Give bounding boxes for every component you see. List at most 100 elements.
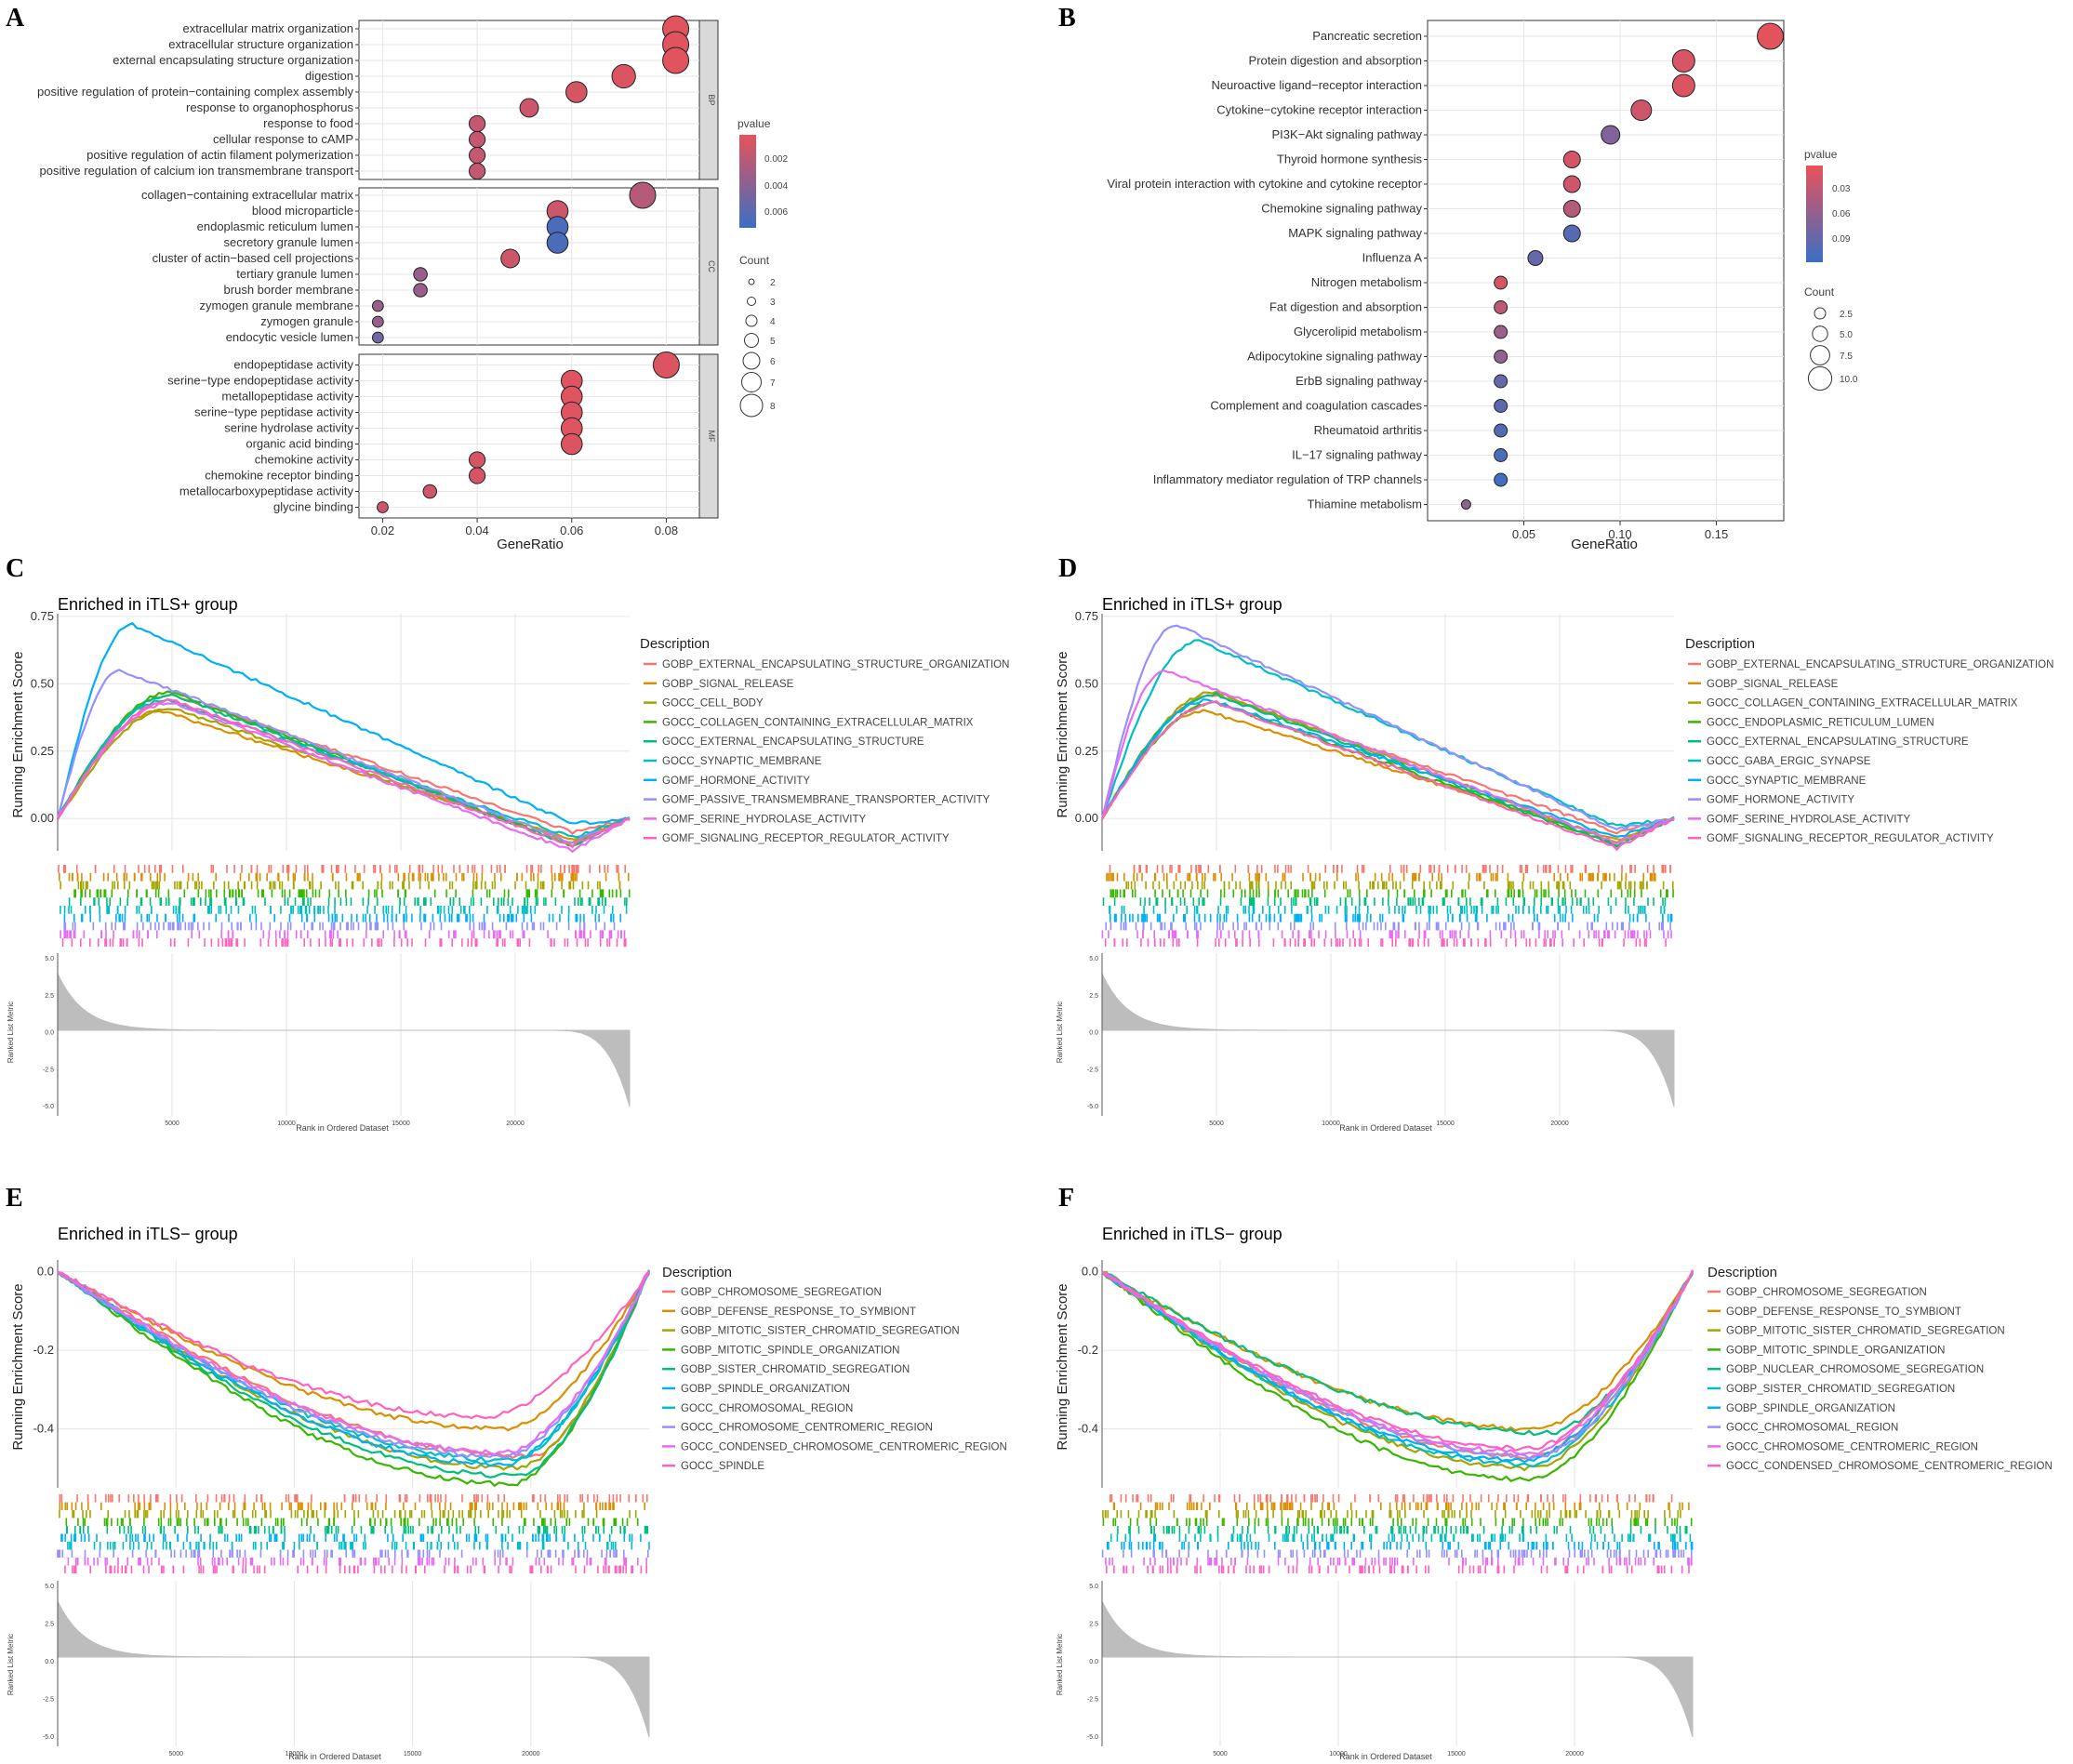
rank-y-tick-label: 5.0 <box>1089 956 1098 962</box>
dot <box>468 114 486 133</box>
term-label: endoplasmic reticulum lumen <box>197 219 353 233</box>
panel-a-count-tick: 5 <box>770 337 776 347</box>
dot <box>377 501 389 513</box>
term-label: positive regulation of actin filament po… <box>86 148 353 162</box>
count-legend-circle <box>747 297 756 306</box>
legend-label: GOCC_EXTERNAL_ENCAPSULATING_STRUCTURE <box>1707 736 1969 748</box>
y-tick-label: 0.00 <box>1075 811 1098 825</box>
facet-strip <box>698 187 719 346</box>
rank-y-tick-label: -5.0 <box>43 1734 54 1741</box>
es-curve <box>57 1270 650 1464</box>
panel-a-legend-pvalue-title: pvalue <box>738 117 771 130</box>
rank-x-tick-label: 20000 <box>1550 1121 1569 1127</box>
es-curve <box>1101 1270 1694 1455</box>
panel-b-plot-area <box>1427 20 1785 522</box>
dot <box>1494 300 1508 314</box>
legend-label: GOBP_SPINDLE_ORGANIZATION <box>681 1384 850 1395</box>
ranked-metric-area <box>1101 973 1675 1107</box>
count-legend-circle <box>1807 365 1833 391</box>
legend-label: GOCC_CELL_BODY <box>662 698 764 710</box>
y-tick-label: 0.00 <box>31 811 54 825</box>
dot <box>1601 125 1621 145</box>
term-label: Complement and coagulation cascades <box>1210 399 1422 413</box>
dot <box>565 81 588 103</box>
es-curve <box>1101 700 1675 852</box>
rank-x-tick-label: 5000 <box>1213 1751 1228 1757</box>
y-tick-label: -0.2 <box>1078 1343 1098 1357</box>
y-tick-label: 0.50 <box>31 676 54 690</box>
term-label: zymogen granule <box>260 314 353 328</box>
legend-label: GOCC_COLLAGEN_CONTAINING_EXTRACELLULAR_M… <box>662 717 974 728</box>
term-label: Fat digestion and absorption <box>1269 300 1422 314</box>
rank-y-tick-label: -2.5 <box>43 1067 54 1073</box>
rank-y-tick-label: 0.0 <box>1089 1030 1098 1037</box>
es-curve <box>57 1270 650 1471</box>
term-label: glycine binding <box>273 500 353 514</box>
x-tick-label: 0.06 <box>560 524 583 537</box>
count-legend-circle <box>741 372 762 392</box>
legend-label: GOBP_SIGNAL_RELEASE <box>662 679 794 690</box>
term-label: Neuroactive ligand−receptor interaction <box>1211 78 1422 92</box>
rank-y-tick-label: 2.5 <box>45 1622 54 1628</box>
y-tick-label: 0.0 <box>37 1265 54 1279</box>
legend-label: GOBP_SISTER_CHROMATID_SEGREGATION <box>1726 1384 1955 1395</box>
count-legend-circle <box>1812 325 1828 342</box>
panel-label-e: E <box>6 1184 23 1213</box>
legend-label: GOCC_CHROMOSOMAL_REGION <box>681 1403 853 1414</box>
facet-strip-label: CC <box>707 260 716 272</box>
dot <box>1494 350 1508 364</box>
dot <box>611 63 636 89</box>
term-label: digestion <box>305 69 353 83</box>
dot <box>629 181 657 209</box>
dot <box>371 315 384 328</box>
term-label: collagen−containing extracellular matrix <box>141 188 353 202</box>
term-label: Protein digestion and absorption <box>1249 54 1422 68</box>
dot <box>413 283 428 298</box>
legend-label: GOBP_EXTERNAL_ENCAPSULATING_STRUCTURE_OR… <box>662 659 1009 670</box>
legend-label: GOBP_MITOTIC_SPINDLE_ORGANIZATION <box>681 1345 899 1356</box>
panel-b-legend-p-tick: 0.09 <box>1832 234 1851 245</box>
count-legend-circle <box>1810 345 1830 365</box>
term-label: Adipocytokine signaling pathway <box>1247 350 1422 364</box>
legend-label: GOCC_SYNAPTIC_MEMBRANE <box>662 756 822 767</box>
es-curve <box>1100 669 1675 845</box>
term-label: Influenza A <box>1362 251 1423 265</box>
panel-a-count-tick: 6 <box>770 357 776 367</box>
panel-b-count-tick: 2.5 <box>1840 310 1853 320</box>
rank-panel <box>1102 953 1674 1116</box>
es-curve <box>1100 624 1675 831</box>
dot <box>468 162 486 180</box>
rank-panel <box>1102 1581 1693 1746</box>
y-tick-label: 0.25 <box>31 744 54 758</box>
es-curve <box>57 1269 651 1479</box>
term-label: endopeptidase activity <box>233 358 353 372</box>
panel-a-legend-p-tick: 0.002 <box>764 154 788 165</box>
panel-b-count-tick: 10.0 <box>1840 375 1858 385</box>
y-tick-label: 0.75 <box>31 609 54 623</box>
panel-c-title: Enriched in iTLS+ group <box>58 595 238 614</box>
facet-strip-label: MF <box>707 431 716 443</box>
es-curve <box>57 697 631 849</box>
rank-y-tick-label: 5.0 <box>45 1584 54 1590</box>
legend-label: GOCC_CONDENSED_CHROMOSOME_CENTROMERIC_RE… <box>1726 1461 2053 1472</box>
dot <box>371 299 384 312</box>
dot <box>1460 499 1471 510</box>
es-curve <box>1101 1270 1694 1437</box>
term-label: Thyroid hormone synthesis <box>1277 153 1423 166</box>
es-curve <box>57 1269 650 1420</box>
es-curve <box>57 1270 650 1456</box>
legend-label: GOCC_CHROMOSOMAL_REGION <box>1726 1423 1898 1434</box>
panel-label-a: A <box>6 4 25 33</box>
y-tick-label: -0.4 <box>1078 1422 1098 1436</box>
rank-panel <box>58 953 630 1116</box>
panel-b-legend-p-tick: 0.03 <box>1832 184 1851 194</box>
rank-x-tick-label: 20000 <box>1565 1751 1584 1757</box>
dot <box>1562 151 1581 168</box>
es-curve <box>56 621 631 826</box>
rank-y-tick-label: 0.0 <box>45 1030 54 1037</box>
es-curve <box>57 702 631 854</box>
term-label: response to organophosphorus <box>186 100 353 114</box>
panel-c-ylabel: Running Enrichment Score <box>10 651 26 817</box>
panel-d-rank-ylabel: Ranked List Metric <box>1056 1001 1064 1063</box>
rank-y-tick-label: 5.0 <box>45 956 54 962</box>
